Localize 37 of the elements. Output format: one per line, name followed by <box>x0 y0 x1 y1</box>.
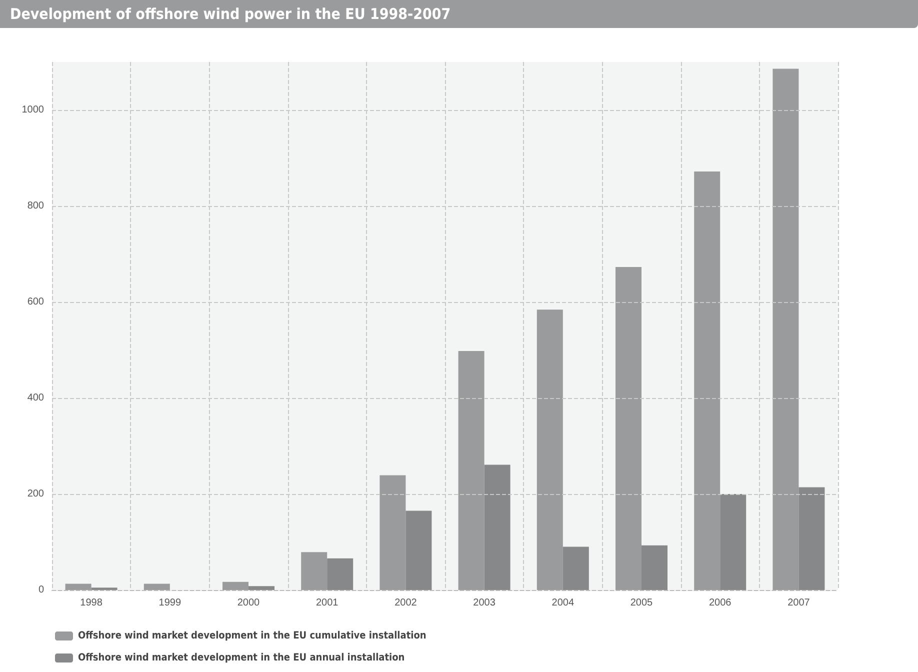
bar <box>562 546 589 590</box>
y-tick-label: 200 <box>27 488 44 500</box>
y-tick-label: 600 <box>27 296 44 308</box>
legend-label: Offshore wind market development in the EU annual installation <box>78 652 405 664</box>
bar <box>458 350 484 590</box>
bar <box>536 310 563 590</box>
bar <box>772 68 799 590</box>
x-tick-label: 1999 <box>158 598 182 608</box>
y-tick-label: 1000 <box>22 104 44 116</box>
bar <box>248 586 274 590</box>
bar <box>327 558 354 590</box>
x-tick-label: 2002 <box>394 598 418 608</box>
x-tick-label: 2007 <box>788 598 810 608</box>
bar <box>301 552 328 590</box>
y-tick-label: 800 <box>27 200 44 212</box>
x-tick-label: 2003 <box>473 598 496 608</box>
bar <box>406 510 432 590</box>
bar <box>65 584 92 590</box>
bar <box>380 475 406 590</box>
y-tick-label: 0 <box>38 584 44 596</box>
bar <box>616 266 642 590</box>
bar <box>798 487 825 590</box>
bar <box>484 464 510 590</box>
bar <box>694 171 720 590</box>
x-tick-label: 2005 <box>630 598 654 608</box>
bar <box>720 494 746 590</box>
chart-title: Development of offshore wind power in the EU 1998-2007 <box>0 0 918 28</box>
x-tick-label: 2000 <box>237 598 260 608</box>
bar <box>642 545 668 590</box>
y-tick-label: 400 <box>27 392 44 404</box>
x-tick-label: 2006 <box>708 598 732 608</box>
legend-label: Offshore wind market development in the EU cumulative installation <box>78 630 426 642</box>
bar <box>222 582 248 590</box>
bar <box>144 584 170 590</box>
x-tick-label: 2001 <box>316 598 339 608</box>
x-tick-label: 2004 <box>552 598 574 608</box>
x-tick-label: 1998 <box>80 598 103 608</box>
